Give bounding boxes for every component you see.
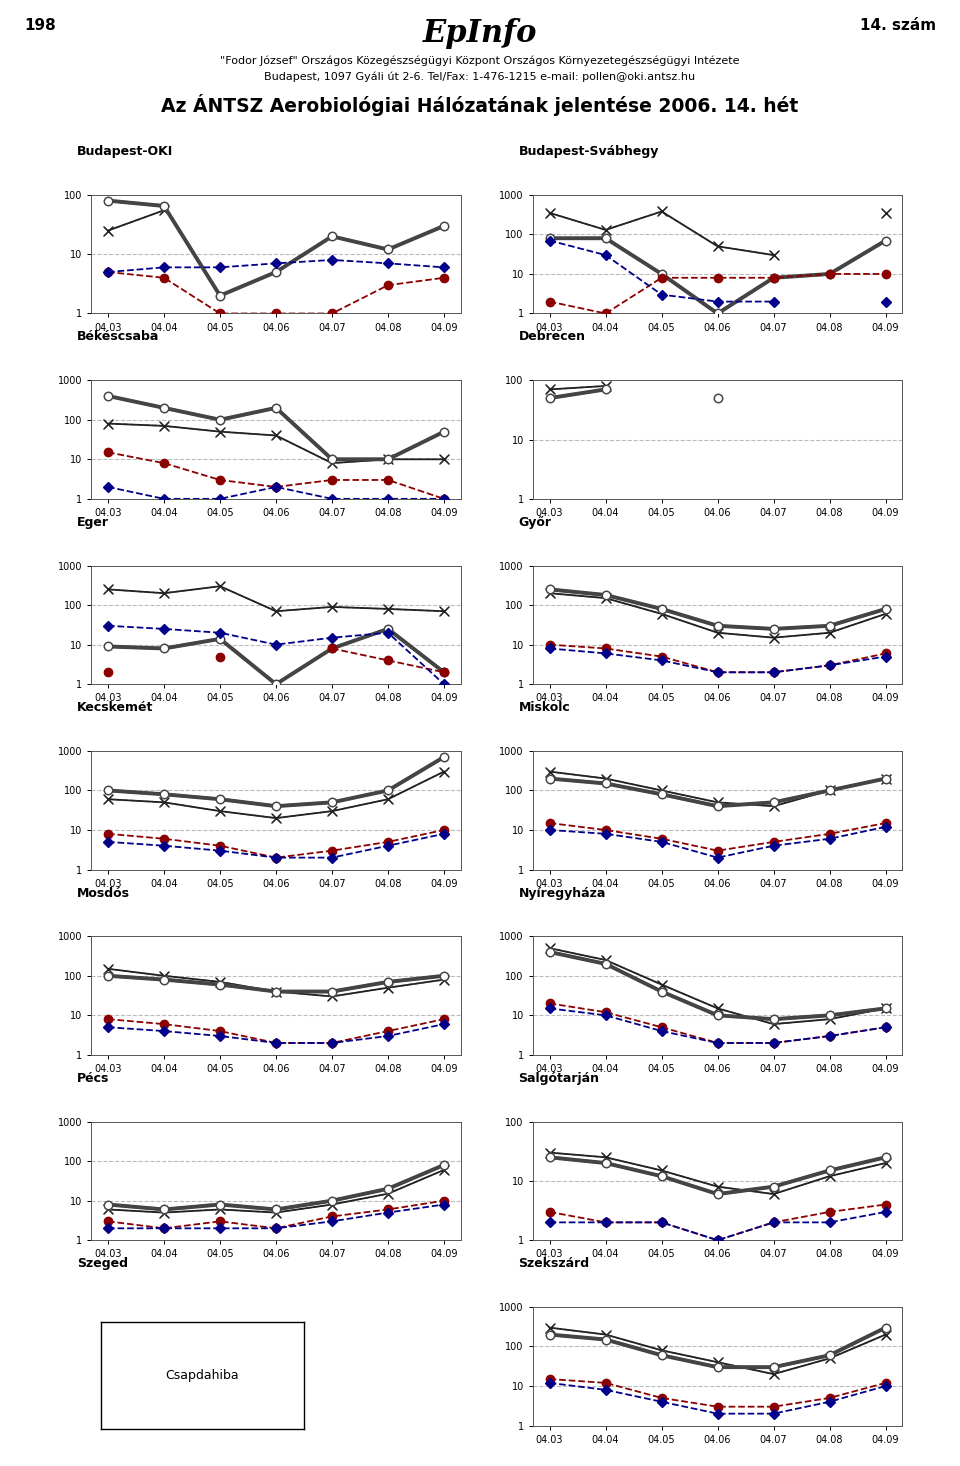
Text: Eger: Eger	[77, 516, 108, 529]
Text: Csapdahiba: Csapdahiba	[166, 1369, 239, 1382]
Text: "Fodor József" Országos Közegészségügyi Központ Országos Környezetegészségügyi I: "Fodor József" Országos Közegészségügyi …	[220, 56, 740, 66]
Text: Nyíregyháza: Nyíregyháza	[518, 887, 606, 900]
Text: Budapest-OKI: Budapest-OKI	[77, 145, 173, 158]
Text: Szekszárd: Szekszárd	[518, 1258, 589, 1270]
Text: 14. szám: 14. szám	[860, 19, 936, 34]
Text: Budapest, 1097 Gyáli út 2-6. Tel/Fax: 1-476-1215 e-mail: pollen@oki.antsz.hu: Budapest, 1097 Gyáli út 2-6. Tel/Fax: 1-…	[264, 72, 696, 82]
Text: Pécs: Pécs	[77, 1072, 109, 1085]
Text: Békéscsaba: Békéscsaba	[77, 330, 159, 343]
Text: Budapest-Svábhegy: Budapest-Svábhegy	[518, 145, 659, 158]
Text: 198: 198	[24, 19, 56, 34]
Text: Miskolc: Miskolc	[518, 701, 570, 714]
Text: Debrecen: Debrecen	[518, 330, 586, 343]
Text: Győr: Győr	[518, 516, 551, 529]
Text: Mosdós: Mosdós	[77, 887, 130, 900]
Text: Salgótarján: Salgótarján	[518, 1072, 599, 1085]
Text: Az ÁNTSZ Aerobiológiai Hálózatának jelentése 2006. 14. hét: Az ÁNTSZ Aerobiológiai Hálózatának jelen…	[161, 94, 799, 116]
Text: Szeged: Szeged	[77, 1258, 128, 1270]
Text: EpInfo: EpInfo	[422, 19, 538, 50]
Text: Kecskemét: Kecskemét	[77, 701, 154, 714]
